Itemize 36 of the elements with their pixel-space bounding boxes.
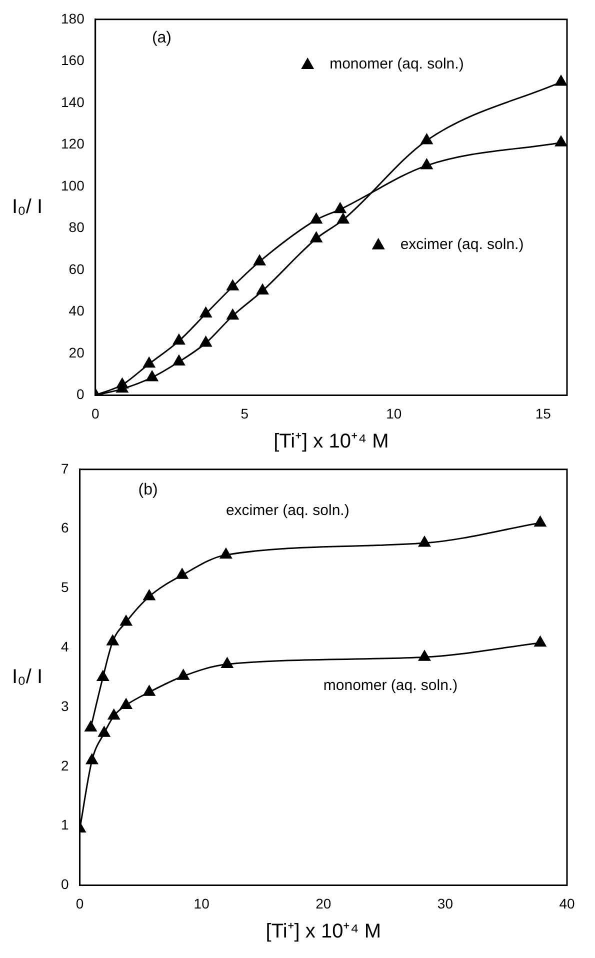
y-tick-label: 40 — [68, 302, 85, 319]
x-tick-label: 40 — [559, 895, 575, 912]
y-tick-label: 1 — [60, 816, 69, 833]
series-label: monomer (aq. soln.) — [323, 676, 458, 694]
y-axis-title: I₀/ I — [12, 196, 43, 218]
legend-label: excimer (aq. soln.) — [400, 236, 524, 254]
y-tick-label: 120 — [61, 136, 85, 152]
y-tick-label: 140 — [61, 94, 85, 110]
x-tick-label: 0 — [91, 405, 100, 422]
y-tick-label: 160 — [61, 52, 85, 68]
annotation: (b) — [138, 482, 158, 499]
y-tick-label: 3 — [60, 698, 69, 714]
x-tick-label: 30 — [437, 895, 454, 912]
y-tick-label: 0 — [76, 386, 85, 402]
x-axis-title: [Ti⁺] x 10⁺⁴ M — [274, 430, 389, 453]
y-tick-label: 6 — [60, 520, 69, 536]
y-tick-label: 180 — [61, 10, 85, 26]
annotation: (a) — [152, 30, 172, 47]
y-tick-label: 4 — [60, 638, 69, 654]
series-label: excimer (aq. soln.) — [226, 502, 350, 520]
x-tick-label: 10 — [386, 405, 402, 422]
y-tick-label: 7 — [60, 460, 69, 476]
x-tick-label: 10 — [194, 895, 210, 912]
y-tick-label: 20 — [68, 344, 85, 360]
x-axis-title: [Ti⁺] x 10⁺⁴ M — [266, 920, 381, 943]
y-tick-label: 2 — [60, 757, 69, 774]
x-tick-label: 15 — [535, 405, 552, 422]
y-tick-label: 80 — [68, 219, 85, 236]
legend-label: monomer (aq. soln.) — [330, 56, 464, 73]
y-tick-label: 100 — [61, 177, 85, 194]
x-tick-label: 20 — [316, 895, 332, 912]
y-tick-label: 60 — [68, 260, 85, 277]
y-axis-title: I₀/ I — [12, 666, 43, 688]
y-tick-label: 0 — [60, 876, 69, 892]
y-tick-label: 5 — [60, 579, 69, 596]
x-tick-label: 5 — [240, 405, 249, 422]
